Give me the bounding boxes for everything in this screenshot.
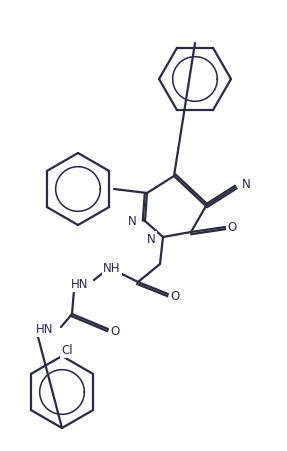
Text: N: N [128, 215, 137, 228]
Text: N: N [242, 178, 251, 191]
Text: NH: NH [103, 262, 121, 275]
Text: HN: HN [71, 278, 89, 291]
Text: O: O [170, 290, 180, 303]
Text: HN: HN [36, 323, 54, 336]
Text: O: O [110, 325, 120, 338]
Text: N: N [147, 233, 156, 246]
Text: O: O [227, 221, 236, 234]
Text: Cl: Cl [61, 344, 73, 357]
